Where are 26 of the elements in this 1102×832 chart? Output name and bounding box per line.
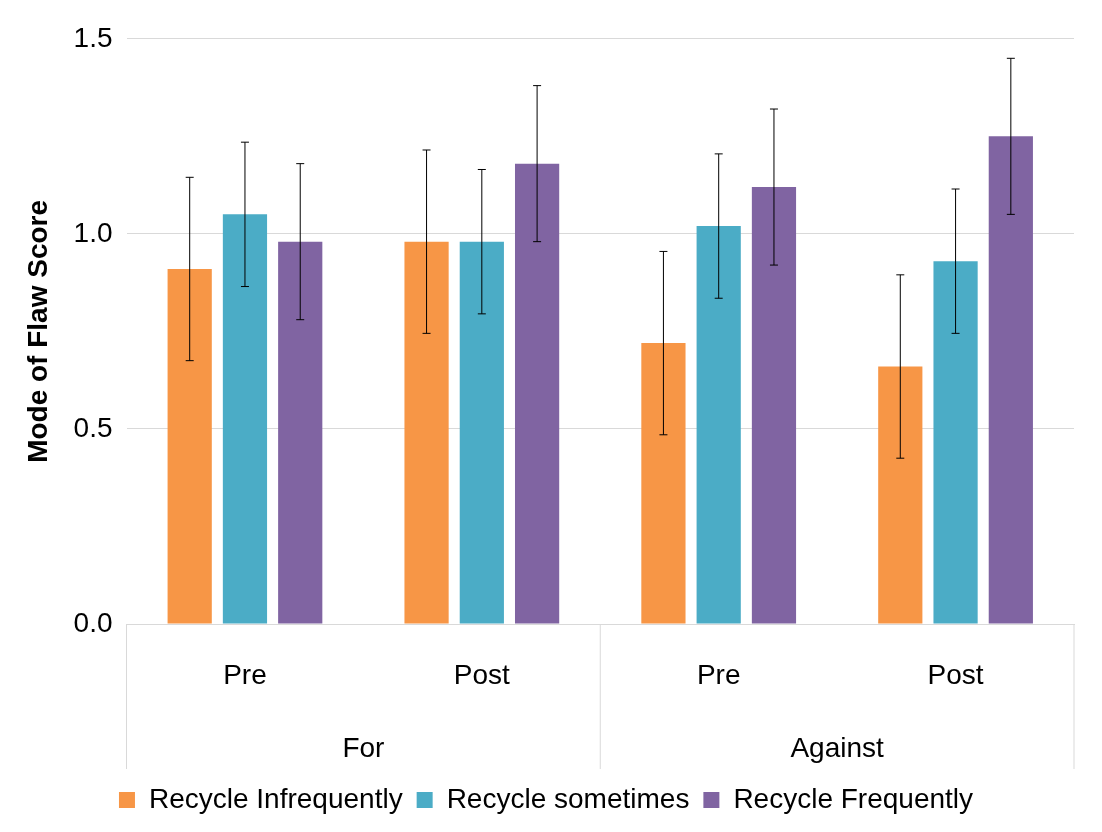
text: For	[342, 731, 385, 763]
bar	[878, 366, 923, 624]
x-tick-label: Post	[927, 658, 984, 690]
x-tick-label: Pre	[223, 658, 267, 690]
bar	[459, 241, 504, 624]
bar	[988, 136, 1033, 624]
bar	[933, 261, 978, 624]
y-tick-label: 0.5	[73, 411, 113, 443]
legend-label: Recycle sometimes	[446, 782, 690, 814]
bar	[641, 343, 686, 624]
text: Against	[790, 731, 885, 763]
x-tick-label: Pre	[696, 658, 741, 690]
bar	[167, 268, 212, 624]
bar	[514, 163, 560, 624]
legend-label: Recycle Frequently	[733, 782, 974, 814]
y-axis-title: Mode of Flaw Score	[21, 199, 53, 463]
bar	[404, 241, 449, 624]
bar	[751, 187, 797, 624]
bar	[222, 214, 268, 624]
y-tick-label: 1.0	[73, 216, 113, 248]
y-tick-label: 1.5	[73, 21, 113, 53]
bar	[278, 241, 323, 624]
legend-label: Recycle Infrequently	[148, 782, 403, 814]
y-tick-label: 0.0	[73, 606, 113, 638]
x-tick-label: Post	[453, 658, 511, 690]
bar	[696, 226, 741, 624]
